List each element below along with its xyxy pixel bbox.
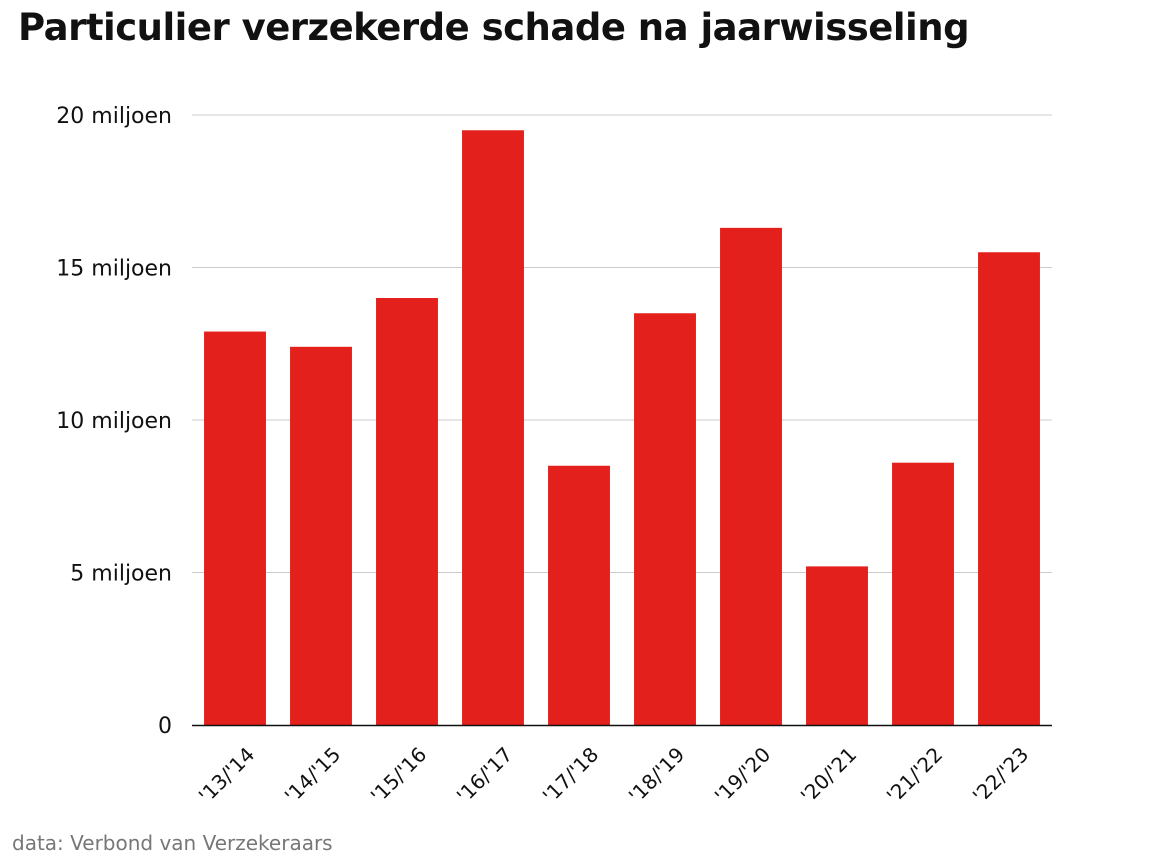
x-tick-label: '15/'16: [366, 742, 432, 808]
bar: [720, 227, 782, 725]
x-tick-label: '16/'17: [452, 742, 518, 808]
bar: [204, 331, 266, 725]
y-tick-label: 15 miljoen: [56, 257, 172, 282]
y-tick-label: 20 miljoen: [56, 104, 172, 129]
y-tick-label: 0: [158, 714, 172, 739]
bar: [290, 346, 352, 725]
x-tick-label: '20/'21: [796, 742, 862, 808]
x-tick-label: '17/'18: [538, 742, 604, 808]
y-axis-ticks: 0 5 miljoen 10 miljoen 15 miljoen 20 miljoen: [56, 104, 172, 739]
source-note: data: Verbond van Verzekeraars: [12, 831, 333, 855]
x-tick-label: '19/'20: [710, 742, 776, 808]
y-tick-label: 5 miljoen: [70, 562, 172, 587]
bar: [892, 462, 954, 725]
bar: [376, 298, 438, 725]
x-tick-label: '13/'14: [194, 742, 260, 808]
x-tick-label: '21/'22: [882, 742, 948, 808]
bar: [634, 313, 696, 725]
y-tick-label: 10 miljoen: [56, 409, 172, 434]
x-tick-label: '14/'15: [280, 742, 346, 808]
bar: [462, 130, 524, 725]
x-axis-ticks: '13/'14 '14/'15 '15/'16 '16/'17 '17/'18 '18/'…: [194, 742, 1034, 808]
chart-title: Particulier verzekerde schade na jaarwis…: [18, 6, 970, 49]
x-tick-label: '18/'19: [624, 742, 690, 808]
bar: [548, 465, 610, 725]
bar: [978, 252, 1040, 725]
bars: [204, 130, 1040, 725]
x-tick-label: '22/'23: [968, 742, 1034, 808]
bar: [806, 566, 868, 725]
